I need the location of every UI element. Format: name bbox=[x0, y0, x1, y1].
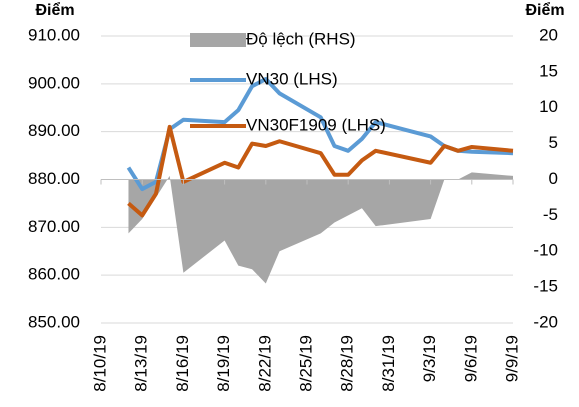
y2-tick-label: -5 bbox=[543, 205, 558, 224]
y2-tick-label: 0 bbox=[549, 169, 558, 188]
y-tick-label: 850.00 bbox=[28, 312, 80, 331]
legend-label: VN30F1909 (LHS) bbox=[246, 115, 386, 134]
x-tick-label: 8/10/19 bbox=[90, 335, 109, 392]
y2-axis-title: Điểm bbox=[525, 1, 564, 19]
x-tick-label: 9/9/19 bbox=[502, 335, 521, 382]
legend-label: Độ lệch (RHS) bbox=[246, 29, 356, 48]
x-tick-label: 8/28/19 bbox=[338, 335, 357, 392]
legend-label: VN30 (LHS) bbox=[246, 69, 338, 88]
y-tick-label: 860.00 bbox=[28, 265, 80, 284]
y2-tick-label: 20 bbox=[539, 25, 558, 44]
x-tick-label: 8/22/19 bbox=[255, 335, 274, 392]
y2-tick-label: 10 bbox=[539, 97, 558, 116]
y2-tick-label: 5 bbox=[549, 133, 558, 152]
y2-tick-label: -20 bbox=[533, 312, 558, 331]
line bbox=[126, 77, 514, 192]
x-tick-label: 8/25/19 bbox=[296, 335, 315, 392]
y2-tick-label: 15 bbox=[539, 61, 558, 80]
x-tick-label: 9/6/19 bbox=[461, 335, 480, 382]
y-tick-label: 890.00 bbox=[28, 121, 80, 140]
x-tick-label: 9/3/19 bbox=[420, 335, 439, 382]
y-tick-label: 880.00 bbox=[28, 169, 80, 188]
legend-swatch bbox=[190, 33, 246, 47]
x-tick-label: 8/31/19 bbox=[379, 335, 398, 392]
x-tick-label: 8/19/19 bbox=[214, 335, 233, 392]
y2-tick-label: -10 bbox=[533, 241, 558, 260]
x-tick-label: 8/16/19 bbox=[173, 335, 192, 392]
y2-tick-label: -15 bbox=[533, 277, 558, 296]
line bbox=[127, 124, 514, 218]
x-tick-label: 8/13/19 bbox=[132, 335, 151, 392]
y-tick-label: 910.00 bbox=[28, 25, 80, 44]
y-axis-title: Điểm bbox=[35, 1, 74, 19]
y-tick-label: 870.00 bbox=[28, 217, 80, 236]
area bbox=[128, 172, 513, 284]
y-tick-label: 900.00 bbox=[28, 73, 80, 92]
